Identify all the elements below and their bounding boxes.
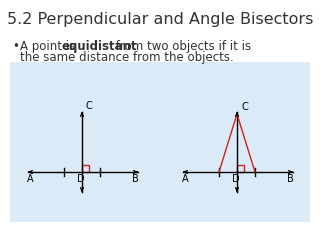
Text: D: D [77, 174, 85, 184]
Text: A point is: A point is [20, 40, 79, 53]
Text: the same distance from the objects.: the same distance from the objects. [20, 51, 234, 64]
Text: from two objects if it is: from two objects if it is [112, 40, 251, 53]
Bar [237, 165, 244, 172]
Bar [10, 62, 310, 222]
Text: B: B [132, 174, 138, 184]
Text: B: B [287, 174, 293, 184]
Text: D: D [232, 174, 240, 184]
Text: •: • [12, 40, 19, 53]
Bar [82, 165, 89, 172]
Text: equidistant: equidistant [62, 40, 138, 53]
Text: C: C [86, 101, 93, 111]
Text: A: A [27, 174, 33, 184]
Text: A: A [182, 174, 188, 184]
Text: 5.2 Perpendicular and Angle Bisectors: 5.2 Perpendicular and Angle Bisectors [7, 12, 313, 27]
Text: C: C [241, 102, 248, 112]
